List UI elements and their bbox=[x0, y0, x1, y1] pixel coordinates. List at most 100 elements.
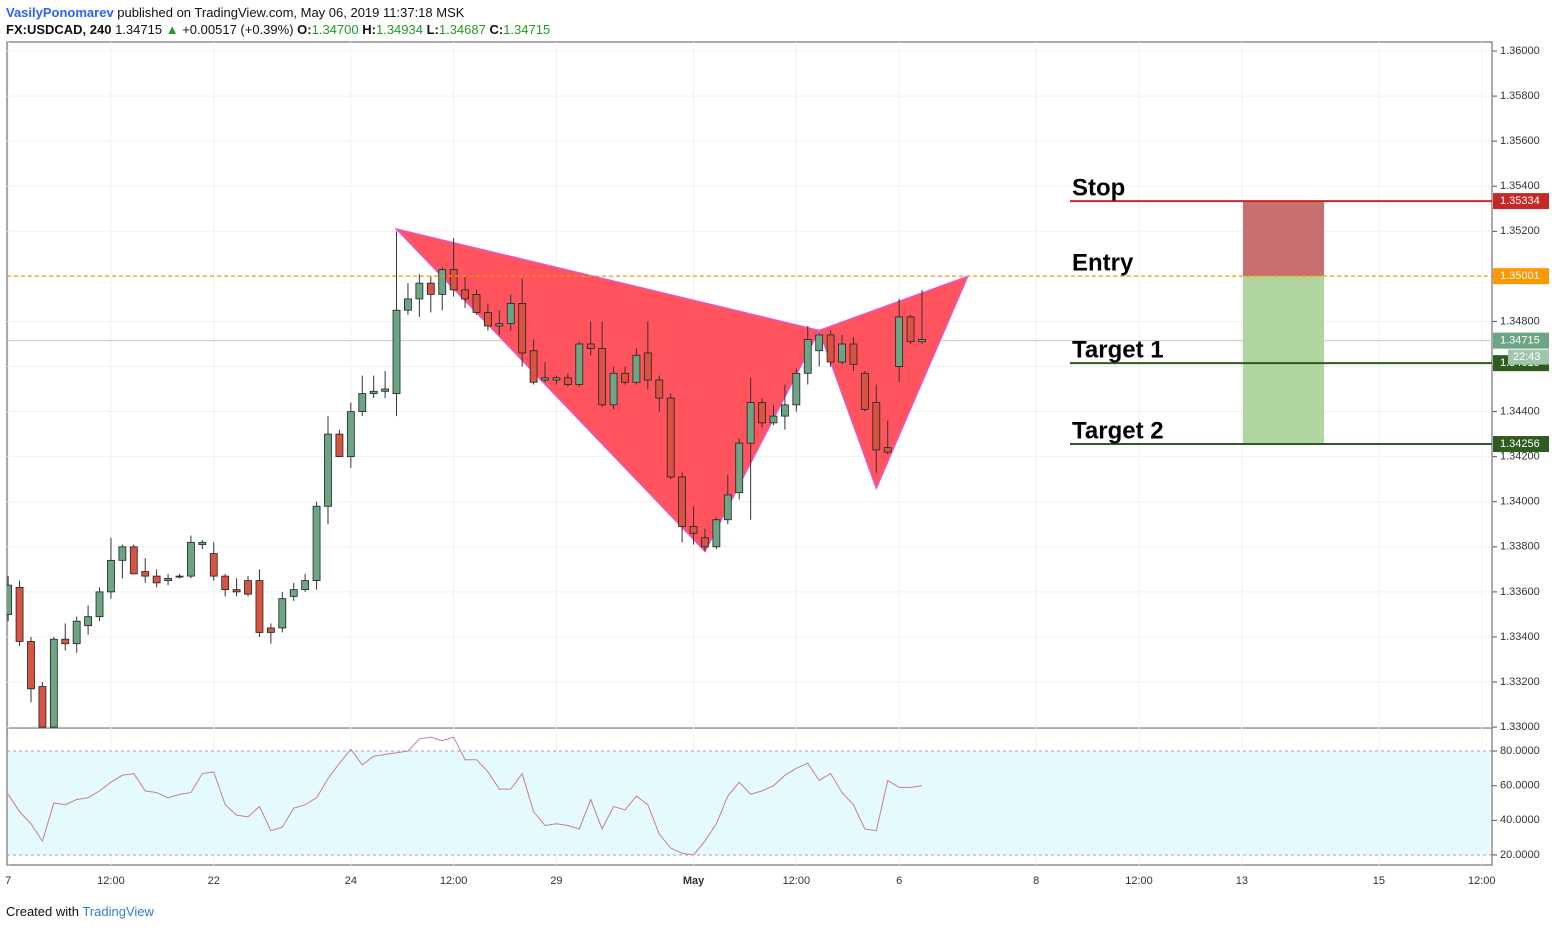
last-price-tag bbox=[1493, 332, 1549, 349]
candle-body bbox=[358, 393, 367, 412]
level-tag-text: 1.35334 bbox=[1500, 195, 1540, 207]
candle-body bbox=[598, 348, 607, 406]
candle-body bbox=[586, 343, 595, 349]
candle-body bbox=[449, 269, 458, 291]
candle-body bbox=[381, 388, 390, 392]
candle-body bbox=[461, 289, 469, 300]
candle-body bbox=[61, 638, 70, 645]
ohlc-label: L: bbox=[426, 22, 439, 37]
candle-body bbox=[872, 402, 881, 451]
candle-body bbox=[735, 442, 744, 494]
candle-body bbox=[369, 390, 378, 394]
candle-body bbox=[621, 372, 629, 383]
candle-body bbox=[678, 476, 687, 527]
brand[interactable]: TradingView bbox=[82, 904, 154, 919]
y-tick-label: 1.35800 bbox=[1500, 90, 1540, 102]
published: published on TradingView.com, May 06, 20… bbox=[117, 5, 465, 20]
ohlc-value: 1.34934 bbox=[375, 22, 423, 37]
candle-body bbox=[107, 559, 115, 593]
level-tag bbox=[1493, 193, 1549, 210]
candle-body bbox=[152, 575, 161, 584]
ohlc-label: C: bbox=[489, 22, 504, 37]
candle-body bbox=[506, 303, 515, 325]
candle-body bbox=[27, 641, 35, 690]
candle-body bbox=[781, 404, 789, 417]
candle-body bbox=[392, 309, 401, 394]
candle-body bbox=[552, 377, 561, 381]
candle-body bbox=[38, 686, 47, 728]
candle-body bbox=[849, 343, 858, 365]
y-tick-label: 1.34200 bbox=[1500, 451, 1540, 463]
candle-body bbox=[312, 505, 321, 582]
rsi-pane bbox=[6, 727, 1493, 866]
candle-body bbox=[232, 589, 241, 593]
level-name: Target 2 bbox=[1072, 417, 1164, 444]
x-tick-label: 12:00 bbox=[440, 875, 468, 887]
y-tick-label: 1.33600 bbox=[1500, 586, 1540, 598]
chart: 7 12:00 22 24 12:00 29 May 12:00 6 8 12:00 13 15 12:0… bbox=[5, 41, 1549, 887]
candle-body bbox=[301, 580, 310, 591]
candle-body bbox=[860, 372, 869, 410]
footer: Created with TradingView bbox=[6, 904, 154, 919]
candle-body bbox=[712, 519, 721, 548]
candle-body bbox=[415, 282, 424, 300]
candle-body bbox=[769, 415, 778, 424]
candle-body bbox=[575, 343, 584, 385]
y-tick-label: 1.35400 bbox=[1500, 180, 1540, 192]
candle-body bbox=[541, 377, 549, 381]
x-tick-label: 15 bbox=[1373, 875, 1385, 887]
candle-body bbox=[723, 494, 732, 521]
author[interactable]: VasilyPonomarev bbox=[6, 5, 114, 20]
candle-body bbox=[49, 638, 58, 728]
candle-body bbox=[758, 402, 766, 424]
candle-body bbox=[918, 339, 926, 343]
candle-body bbox=[15, 586, 24, 642]
candle-body bbox=[266, 627, 275, 633]
candle-body bbox=[838, 343, 846, 363]
target-zone bbox=[1243, 276, 1324, 445]
rsi-line bbox=[7, 736, 923, 856]
candle-body bbox=[792, 372, 801, 406]
candle-body bbox=[118, 546, 127, 561]
x-tick-label: 24 bbox=[345, 875, 357, 887]
candle-body bbox=[643, 352, 652, 381]
y-tick-label: 1.35600 bbox=[1500, 135, 1540, 147]
rsi-tick-label: 80.0000 bbox=[1500, 745, 1540, 757]
stop-zone bbox=[1243, 201, 1324, 277]
candle-body bbox=[701, 537, 709, 548]
price-layer bbox=[7, 201, 1492, 728]
harmonic-pattern bbox=[394, 227, 821, 553]
y-tick-label: 1.33400 bbox=[1500, 631, 1540, 643]
ohlc-label: H: bbox=[362, 22, 376, 37]
level-tag-text: 1.34256 bbox=[1500, 438, 1540, 450]
countdown-tag bbox=[1508, 349, 1549, 365]
rsi-tick-label: 20.0000 bbox=[1500, 849, 1540, 861]
y-tick-label: 1.35200 bbox=[1500, 225, 1540, 237]
level-name: Stop bbox=[1072, 174, 1125, 201]
candle-body bbox=[746, 402, 755, 444]
ohlc-value: 1.34700 bbox=[311, 22, 359, 37]
harmonic-pattern bbox=[818, 275, 970, 491]
candle-body bbox=[815, 334, 824, 352]
candle-body bbox=[335, 433, 344, 458]
candle-body bbox=[666, 397, 675, 478]
rsi-tick-label: 40.0000 bbox=[1500, 814, 1540, 826]
ohlc-value: 1.34715 bbox=[503, 22, 551, 37]
x-tick-label: 12:00 bbox=[783, 875, 811, 887]
candle-body bbox=[175, 575, 184, 578]
candle-body bbox=[187, 541, 195, 577]
y-tick-label: 1.33200 bbox=[1500, 676, 1540, 688]
candle-body bbox=[438, 269, 447, 295]
candle-body bbox=[895, 316, 904, 367]
level-name: Target 1 bbox=[1072, 336, 1164, 363]
candle-body bbox=[7, 584, 13, 615]
level-tag-text: 1.35001 bbox=[1500, 270, 1540, 282]
candle-body bbox=[72, 620, 81, 645]
candle-body bbox=[209, 553, 218, 577]
ohlc-label: O: bbox=[297, 22, 312, 37]
last-price-text: 1.34715 bbox=[1500, 335, 1540, 347]
x-tick-label: 29 bbox=[550, 875, 562, 887]
y-tick-label: 1.34400 bbox=[1500, 405, 1540, 417]
x-tick-label: 6 bbox=[896, 875, 902, 887]
candle-body bbox=[95, 591, 104, 618]
